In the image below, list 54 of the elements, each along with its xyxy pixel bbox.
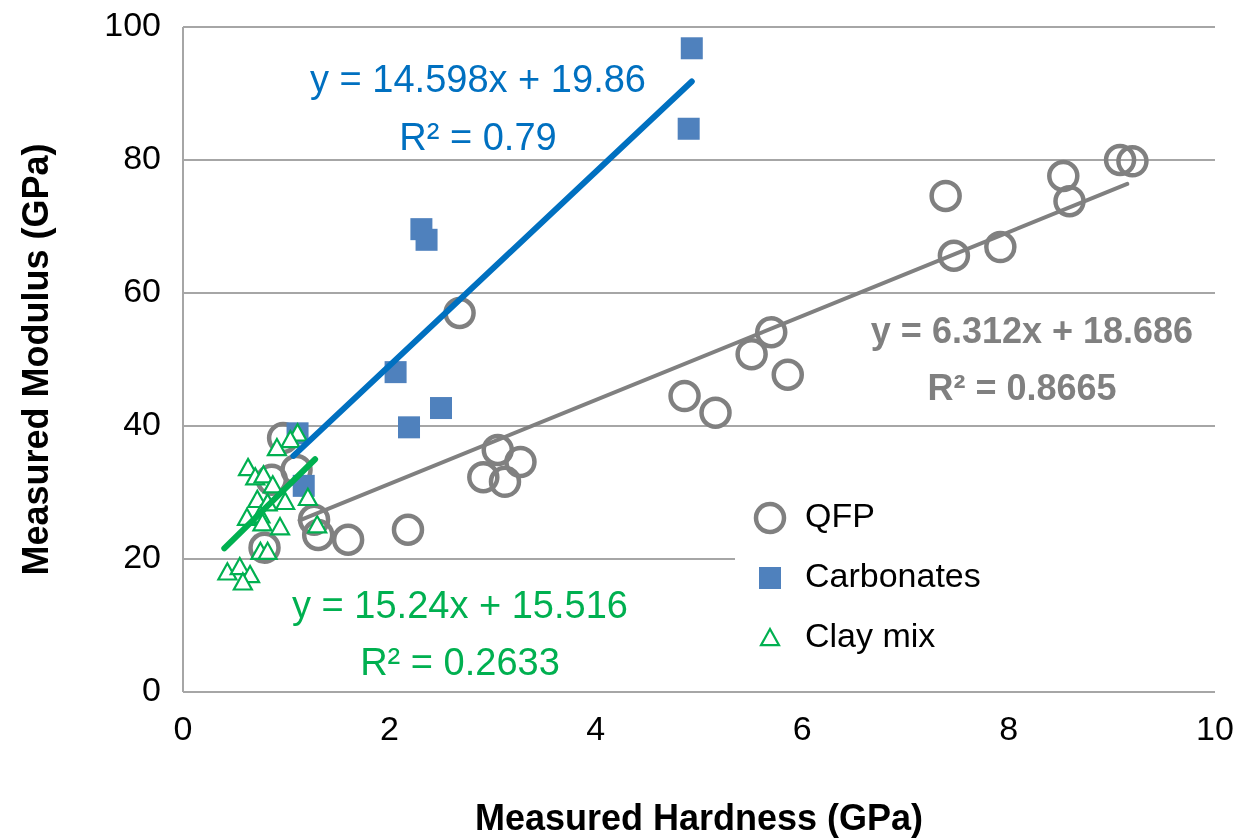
point (735, 337, 768, 371)
point (301, 518, 335, 552)
annotation: R² = 0.8665 (927, 366, 1117, 408)
point (391, 513, 425, 546)
point (680, 37, 703, 60)
point (754, 315, 788, 349)
point (331, 523, 365, 556)
x-tick-label: 0 (173, 709, 193, 747)
point (677, 117, 700, 140)
legend-label: Carbonates (805, 555, 981, 594)
point (937, 239, 971, 273)
point (297, 487, 318, 507)
x-tick-label: 8 (999, 709, 1019, 747)
point (269, 516, 291, 536)
point (275, 491, 296, 511)
annotation: R² = 0.79 (399, 116, 557, 159)
point (668, 379, 701, 413)
point (467, 460, 500, 494)
annotation: y = 15.24x + 15.516 (292, 584, 628, 627)
point (984, 230, 1017, 264)
x-tick-label: 2 (379, 709, 399, 747)
point (232, 572, 253, 591)
y-tick-label: 20 (123, 536, 161, 575)
y-tick-label: 100 (104, 4, 161, 43)
point (488, 465, 522, 499)
point (929, 179, 962, 213)
point (771, 358, 804, 392)
point (699, 396, 732, 429)
point (398, 416, 421, 439)
x-tick-label: 6 (792, 709, 812, 747)
point (481, 433, 515, 467)
point (217, 562, 238, 581)
point (1103, 143, 1137, 177)
point (252, 512, 273, 532)
point (297, 503, 331, 537)
point (1116, 145, 1149, 178)
legend-label: QFP (805, 495, 875, 534)
point (1053, 184, 1086, 218)
annotation: y = 14.598x + 19.86 (310, 58, 646, 101)
point (504, 445, 537, 479)
y-tick-label: 40 (123, 403, 161, 442)
y-axis-title: Measured Modulus (GPa) (15, 143, 56, 576)
point (430, 397, 452, 420)
x-tick-label: 4 (586, 709, 606, 747)
point (1047, 159, 1080, 193)
point (248, 531, 281, 564)
annotation: y = 6.312x + 18.686 (870, 309, 1194, 351)
legend-label: Clay mix (805, 615, 936, 654)
y-tick-label: 0 (142, 669, 161, 708)
y-tick-label: 60 (123, 270, 161, 309)
x-tick-label: 10 (1196, 709, 1234, 747)
y-tick-label: 80 (123, 137, 161, 176)
annotation: R² = 0.2633 (360, 641, 560, 684)
x-axis-title: Measured Hardness (GPa) (474, 797, 924, 838)
